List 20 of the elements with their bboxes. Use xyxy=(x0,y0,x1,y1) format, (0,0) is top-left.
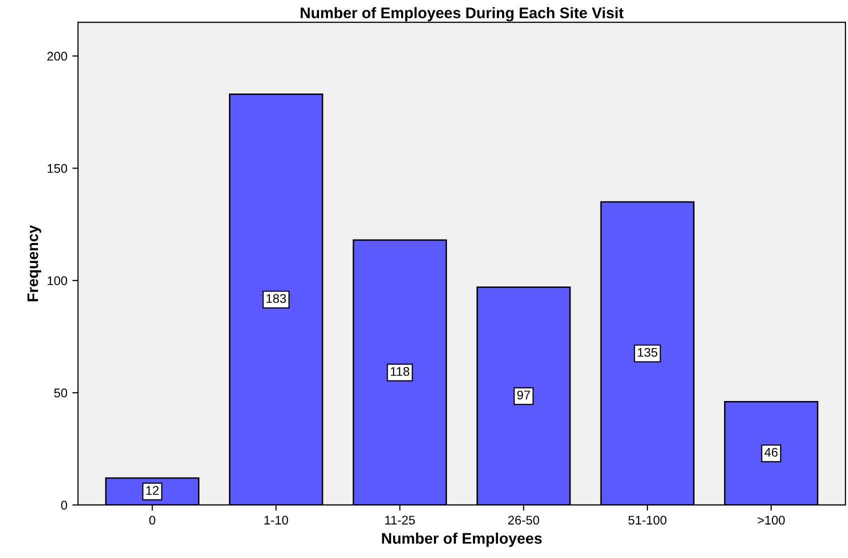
x-tick-label: 26-50 xyxy=(508,516,540,525)
x-tick-label: 11-25 xyxy=(385,516,415,525)
x-axis-title: Number of Employees xyxy=(382,532,542,547)
y-tick-label: 50 xyxy=(54,388,68,398)
y-tick-label: 100 xyxy=(48,276,68,286)
data-label: 118 xyxy=(390,367,410,376)
x-tick-label: 51-100 xyxy=(628,516,666,525)
data-label: 97 xyxy=(517,390,530,400)
data-label: 135 xyxy=(638,348,658,357)
data-label: 12 xyxy=(146,486,159,495)
y-axis-title: Frequency xyxy=(28,225,42,302)
x-tick-label: 0 xyxy=(149,516,156,525)
x-tick-label: 1-10 xyxy=(264,516,288,525)
data-label: 183 xyxy=(266,294,286,303)
y-tick-label: 150 xyxy=(48,164,68,173)
y-tick-label: 0 xyxy=(61,500,68,510)
data-label: 46 xyxy=(764,448,778,457)
x-tick-label: >100 xyxy=(758,516,785,525)
chart-title: Number of Employees During Each Site Visit xyxy=(300,7,624,22)
y-tick-label: 200 xyxy=(47,52,68,61)
